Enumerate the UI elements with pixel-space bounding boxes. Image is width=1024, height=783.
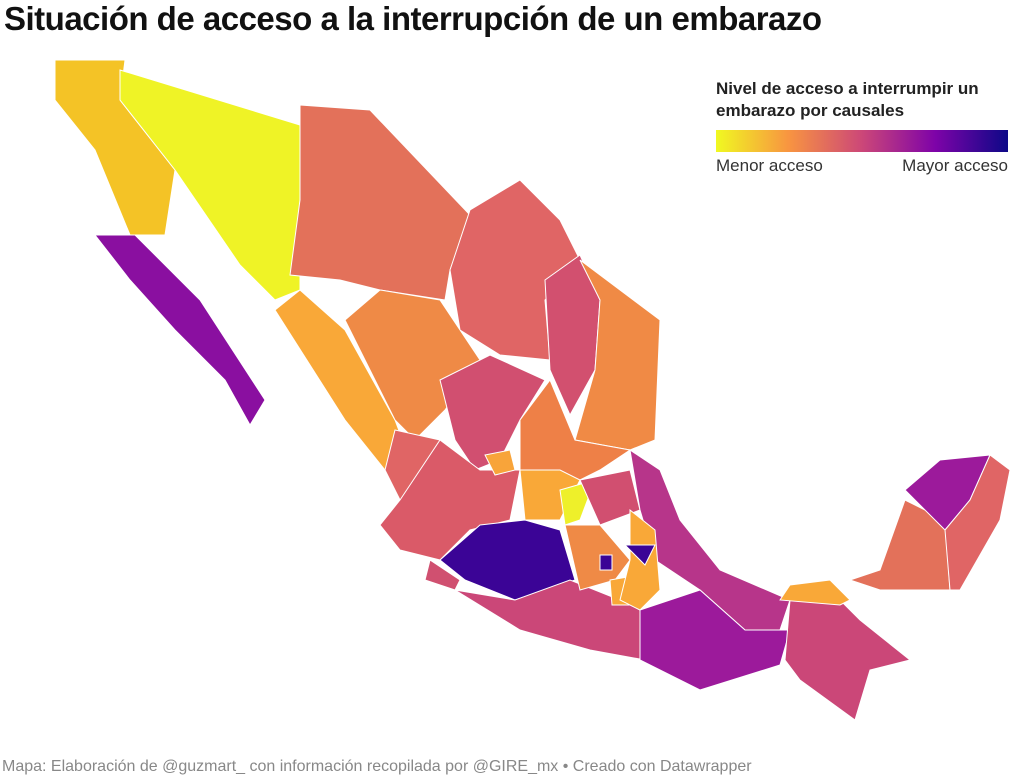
legend-high-label: Mayor acceso [902,156,1008,175]
legend: Nivel de acceso a interrumpir un embaraz… [716,78,1008,176]
region [289,104,471,301]
region [779,579,851,606]
region [93,234,266,426]
region [439,354,546,471]
region [944,454,1011,591]
region [784,599,912,721]
title: Situación de acceso a la interrupción de… [4,0,822,37]
legend-labels: Menor acceso Mayor acceso [716,156,1008,176]
region [599,554,613,571]
region [564,524,631,591]
footer: Mapa: Elaboración de @guzmart_ con infor… [2,758,752,775]
legend-title: Nivel de acceso a interrumpir un embaraz… [716,79,979,120]
region [623,544,656,566]
legend-low-label: Menor acceso [716,156,823,175]
region [484,449,516,476]
region [639,589,791,691]
legend-gradient [716,130,1008,152]
region [439,519,576,601]
